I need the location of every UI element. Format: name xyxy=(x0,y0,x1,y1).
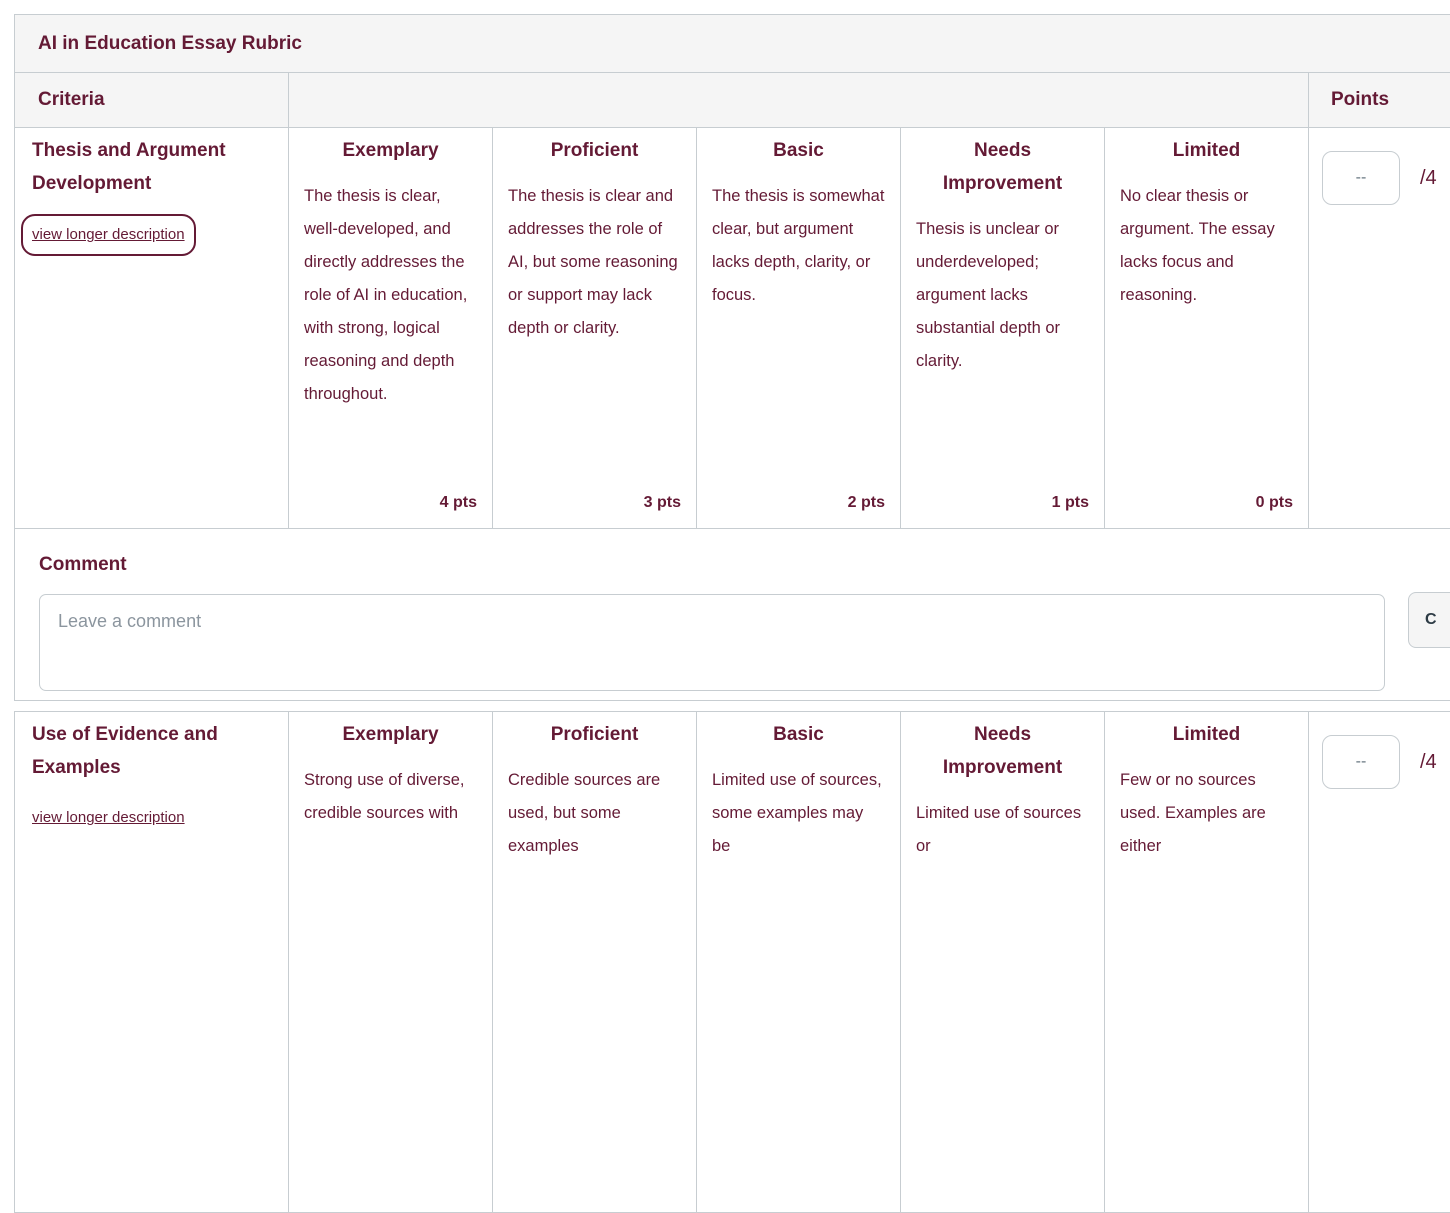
criterion-score-total: /4 xyxy=(1420,167,1437,189)
rubric-table-criterion-2: Use of Evidence and Examples view longer… xyxy=(14,711,1450,1213)
rating-points-label: 0 pts xyxy=(1255,494,1293,511)
criterion-score-total: /4 xyxy=(1420,751,1437,773)
rating-title: Exemplary xyxy=(342,140,439,161)
rating-title: Basic xyxy=(773,140,824,161)
criteria-column-header: Criteria xyxy=(15,73,289,127)
focus-ring: view longer description xyxy=(21,214,196,256)
rating-description: The thesis is clear, well-developed, and… xyxy=(304,187,468,403)
criterion-score-input[interactable] xyxy=(1322,151,1400,205)
rating-description: The thesis is clear and addresses the ro… xyxy=(508,187,678,337)
points-cell: /4 xyxy=(1309,128,1450,528)
rating-cell-limited[interactable]: Limited No clear thesis or argument. The… xyxy=(1105,128,1309,528)
comment-textarea[interactable] xyxy=(39,594,1385,691)
rating-cell-exemplary[interactable]: Exemplary Strong use of diverse, credibl… xyxy=(289,712,493,1212)
comment-section: Comment C xyxy=(15,529,1450,700)
points-cell: /4 xyxy=(1309,712,1450,1212)
view-longer-description-link[interactable]: view longer description xyxy=(32,809,185,826)
criterion-score-input[interactable] xyxy=(1322,735,1400,789)
clear-comment-button[interactable]: C xyxy=(1408,592,1450,648)
rubric-container: AI in Education Essay Rubric Criteria Po… xyxy=(14,14,1450,1213)
criterion-name: Thesis and Argument Development xyxy=(32,140,226,194)
rating-description: Few or no sources used. Examples are eit… xyxy=(1120,771,1266,855)
rating-title: Proficient xyxy=(550,724,639,745)
rating-description: Strong use of diverse, credible sources … xyxy=(304,771,465,822)
rating-points-label: 3 pts xyxy=(643,494,681,511)
rating-description: Thesis is unclear or underdeveloped; arg… xyxy=(916,220,1061,370)
criterion-cell: Use of Evidence and Examples view longer… xyxy=(15,712,289,1212)
rating-cell-basic[interactable]: Basic The thesis is somewhat clear, but … xyxy=(697,128,901,528)
criterion-row: Thesis and Argument Development view lon… xyxy=(15,128,1450,529)
rating-title: Limited xyxy=(1172,724,1241,745)
points-column-header: Points xyxy=(1331,89,1390,110)
table-gap xyxy=(14,701,1450,711)
rating-cell-needs-improvement[interactable]: Needs Improvement Thesis is unclear or u… xyxy=(901,128,1105,528)
rating-cell-proficient[interactable]: Proficient The thesis is clear and addre… xyxy=(493,128,697,528)
rubric-table-criterion-1: AI in Education Essay Rubric Criteria Po… xyxy=(14,14,1450,701)
rubric-title-bar: AI in Education Essay Rubric xyxy=(15,15,1450,73)
rating-description: Limited use of sources or xyxy=(916,804,1082,855)
rating-title: Exemplary xyxy=(342,724,439,745)
rating-cell-basic[interactable]: Basic Limited use of sources, some examp… xyxy=(697,712,901,1212)
rating-cell-exemplary[interactable]: Exemplary The thesis is clear, well-deve… xyxy=(289,128,493,528)
rating-title: Limited xyxy=(1172,140,1241,161)
rating-title: Needs Improvement xyxy=(942,724,1063,778)
rating-cell-needs-improvement[interactable]: Needs Improvement Limited use of sources… xyxy=(901,712,1105,1212)
rating-points-label: 4 pts xyxy=(439,494,477,511)
rating-cell-limited[interactable]: Limited Few or no sources used. Examples… xyxy=(1105,712,1309,1212)
rating-description: Limited use of sources, some examples ma… xyxy=(712,771,882,855)
rating-title: Proficient xyxy=(550,140,639,161)
rating-points-label: 1 pts xyxy=(1051,494,1089,511)
rating-title: Needs Improvement xyxy=(942,140,1063,194)
view-longer-description-link[interactable]: view longer description xyxy=(32,226,185,243)
rating-description: No clear thesis or argument. The essay l… xyxy=(1120,187,1275,304)
rubric-title: AI in Education Essay Rubric xyxy=(38,32,302,54)
rating-cell-proficient[interactable]: Proficient Credible sources are used, bu… xyxy=(493,712,697,1212)
comment-label: Comment xyxy=(39,554,127,575)
rating-title: Basic xyxy=(773,724,824,745)
rating-description: Credible sources are used, but some exam… xyxy=(508,771,661,855)
rating-description: The thesis is somewhat clear, but argume… xyxy=(712,187,885,304)
link-wrap: view longer description xyxy=(32,808,185,828)
rubric-header-row: Criteria Points xyxy=(15,73,1450,128)
criterion-cell: Thesis and Argument Development view lon… xyxy=(15,128,289,528)
rating-points-label: 2 pts xyxy=(847,494,885,511)
ratings-column-header xyxy=(289,73,1309,127)
criterion-row: Use of Evidence and Examples view longer… xyxy=(15,712,1450,1212)
criterion-name: Use of Evidence and Examples xyxy=(32,724,218,778)
